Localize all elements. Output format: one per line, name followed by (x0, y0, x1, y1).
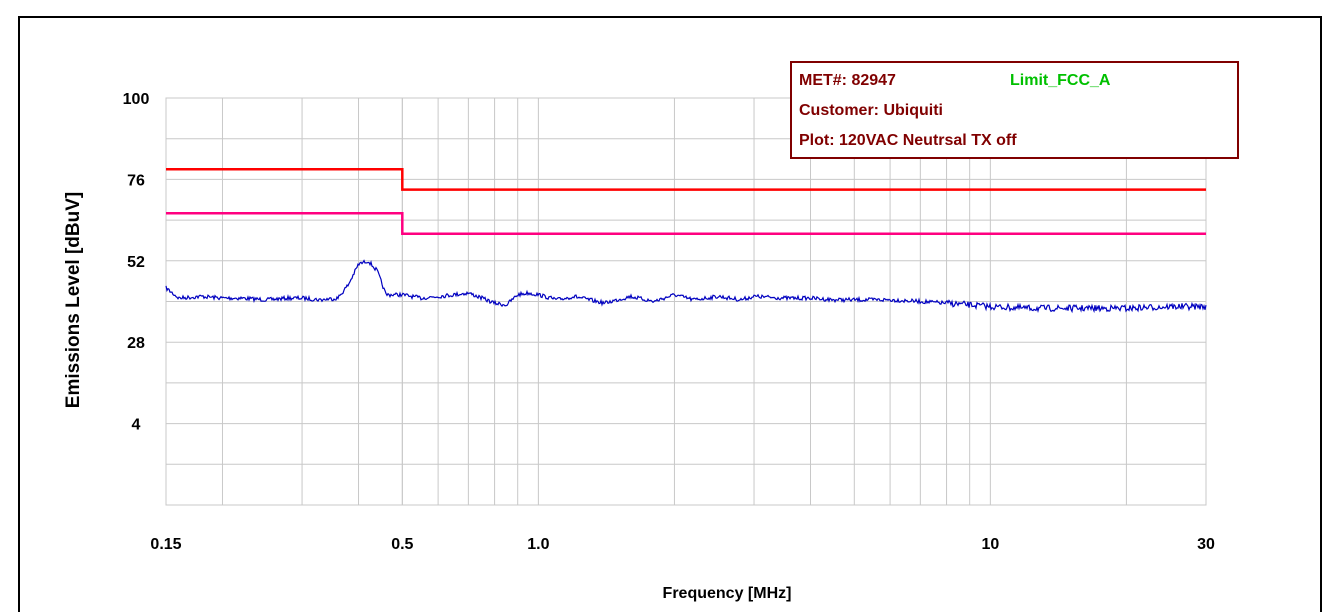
x-tick-label: 1.0 (527, 536, 549, 553)
x-axis-title: Frequency [MHz] (663, 585, 792, 602)
y-tick-label: 76 (127, 172, 145, 189)
x-tick-label: 0.15 (150, 536, 181, 553)
traces (165, 167, 1207, 314)
info-box-border (790, 61, 1239, 159)
measured-trace (165, 259, 1207, 314)
x-tick-label: 0.5 (391, 536, 413, 553)
info-box: MET#: 82947 Limit_FCC_A Customer: Ubiqui… (790, 61, 1239, 159)
customer: Customer: Ubiquiti (799, 102, 943, 119)
limit-upper-line (166, 167, 1206, 191)
y-tick-label: 52 (127, 254, 145, 271)
x-tick-labels: 0.15 0.5 1.0 10 30 (150, 536, 1215, 553)
met-number: MET#: 82947 (799, 72, 896, 89)
plot-description: Plot: 120VAC Neutrsal TX off (799, 132, 1017, 149)
plot-area-border (165, 97, 1207, 506)
y-axis-title: Emissions Level [dBuV] (63, 192, 84, 408)
x-tick-label: 10 (981, 536, 999, 553)
y-tick-labels: 100 76 52 28 4 (123, 91, 150, 434)
y-tick-label: 4 (132, 417, 141, 434)
limit-name: Limit_FCC_A (1010, 72, 1111, 89)
y-tick-label: 28 (127, 335, 145, 352)
x-tick-label: 30 (1197, 536, 1215, 553)
y-tick-label: 100 (123, 91, 150, 108)
limit-lower-line (166, 212, 1206, 235)
